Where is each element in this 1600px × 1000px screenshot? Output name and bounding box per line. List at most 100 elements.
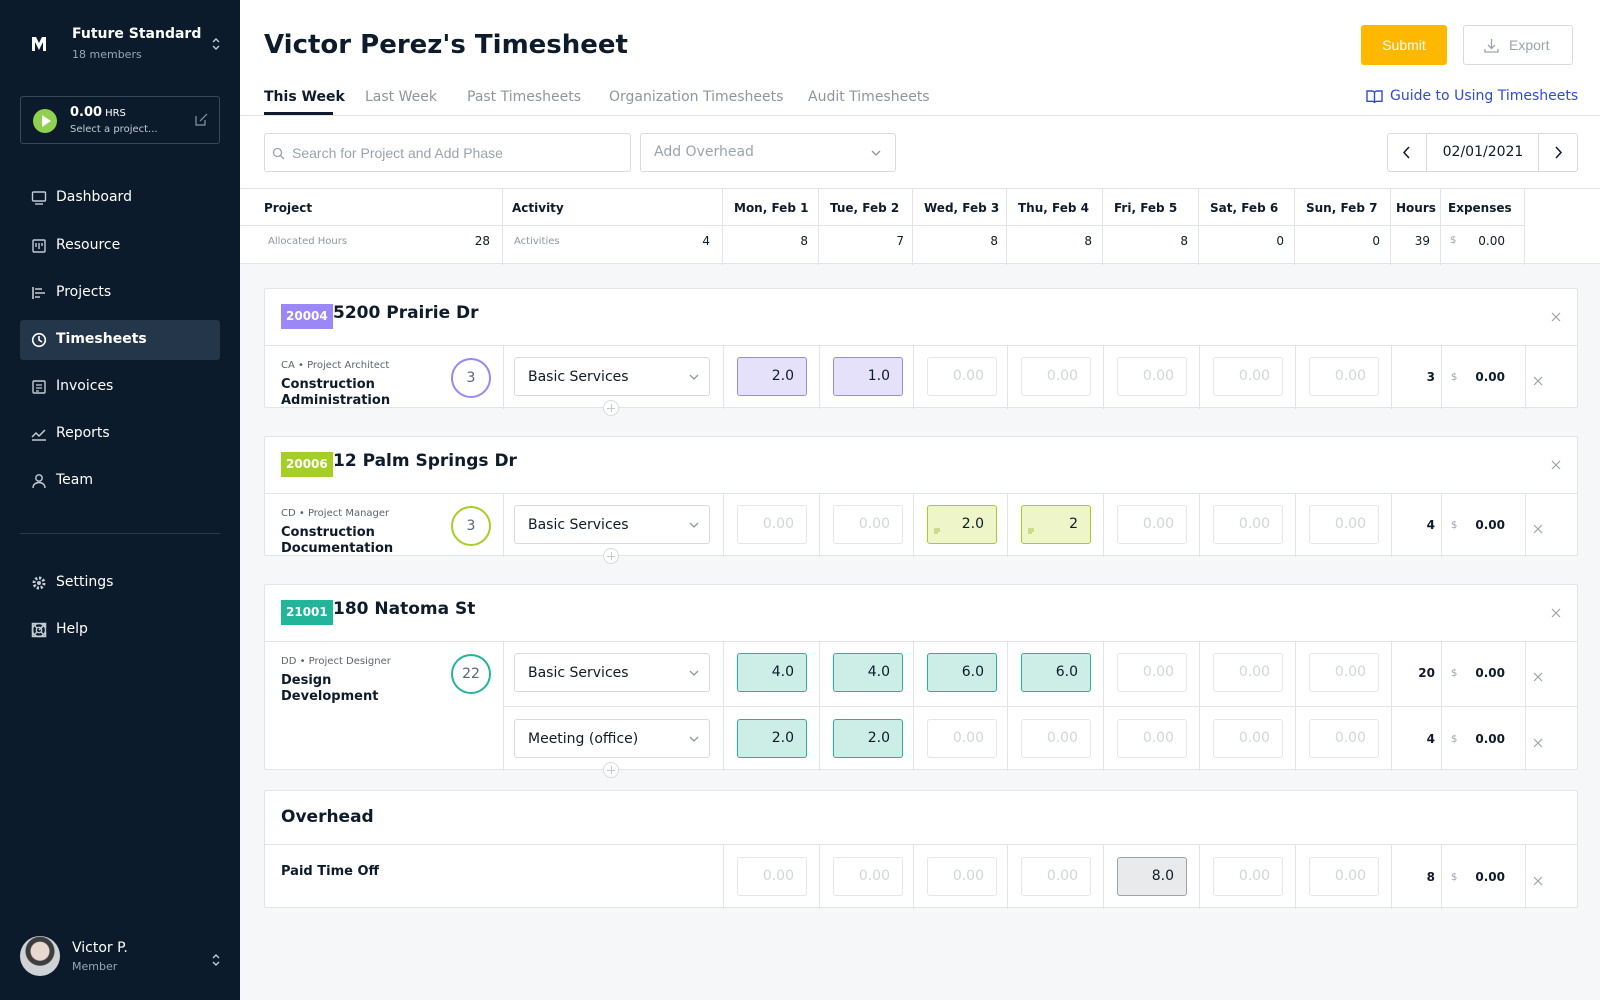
phase-role: DD • Project Designer bbox=[281, 656, 391, 667]
column-divider bbox=[1295, 493, 1296, 557]
hours-input[interactable]: 8.0 bbox=[1117, 857, 1187, 896]
tab-audit-timesheets[interactable]: Audit Timesheets bbox=[808, 89, 930, 105]
chevron-left-icon bbox=[1402, 146, 1410, 159]
hours-input[interactable]: 4.0 bbox=[737, 653, 807, 692]
sidebar-item-reports[interactable]: Reports bbox=[20, 414, 220, 454]
hours-input[interactable]: 4.0 bbox=[833, 653, 903, 692]
hours-input[interactable]: 0.00 bbox=[1021, 357, 1091, 396]
project-search bbox=[264, 133, 631, 172]
remove-row-icon[interactable] bbox=[1533, 672, 1543, 682]
edit-icon[interactable] bbox=[195, 113, 208, 126]
remove-row-icon[interactable] bbox=[1533, 738, 1543, 748]
remove-project-icon[interactable] bbox=[1551, 608, 1561, 618]
hours-input[interactable]: 0.00 bbox=[1021, 719, 1091, 758]
column-divider bbox=[1103, 345, 1104, 409]
search-input[interactable] bbox=[292, 142, 622, 164]
project-name[interactable]: 12 Palm Springs Dr bbox=[333, 451, 517, 471]
hours-input[interactable]: 6.0 bbox=[927, 653, 997, 692]
hours-input[interactable]: 0.00 bbox=[1117, 357, 1187, 396]
column-divider bbox=[1199, 493, 1200, 557]
remove-project-icon[interactable] bbox=[1551, 460, 1561, 470]
hours-input[interactable]: 0.00 bbox=[1309, 505, 1379, 544]
sidebar-item-help[interactable]: Help bbox=[20, 610, 220, 650]
hours-input[interactable]: 0.00 bbox=[1117, 653, 1187, 692]
hours-input[interactable]: 0.00 bbox=[1213, 653, 1283, 692]
hours-input[interactable]: 0.00 bbox=[1213, 719, 1283, 758]
timer-widget[interactable]: 0.00 HRS Select a project... bbox=[20, 96, 220, 144]
column-divider bbox=[1525, 844, 1526, 909]
row-expenses[interactable]: 0.00 bbox=[1475, 370, 1505, 384]
previous-week-button[interactable] bbox=[1388, 134, 1427, 171]
hours-input[interactable]: 0.00 bbox=[833, 505, 903, 544]
week-date[interactable]: 02/01/2021 bbox=[1442, 144, 1524, 160]
timer-project-prompt: Select a project... bbox=[70, 124, 158, 135]
day-total: 8 bbox=[1084, 234, 1092, 248]
user-menu[interactable]: Victor P. Member bbox=[20, 936, 220, 978]
tab-last-week[interactable]: Last Week bbox=[365, 89, 437, 105]
hours-input[interactable]: 0.00 bbox=[1021, 857, 1091, 896]
download-icon bbox=[1484, 39, 1499, 53]
hours-input[interactable]: 2.0 bbox=[833, 719, 903, 758]
hours-input[interactable]: 1.0 bbox=[833, 357, 903, 396]
sidebar-item-resource[interactable]: Resource bbox=[20, 226, 220, 266]
hours-input[interactable]: 0.00 bbox=[927, 857, 997, 896]
hours-input[interactable]: 2 bbox=[1021, 505, 1091, 544]
hours-input[interactable]: 0.00 bbox=[833, 857, 903, 896]
sidebar-item-dashboard[interactable]: Dashboard bbox=[20, 178, 220, 218]
sidebar-item-label: Resource bbox=[56, 237, 121, 253]
row-expenses[interactable]: 0.00 bbox=[1475, 870, 1505, 884]
sidebar-item-timesheets[interactable]: Timesheets bbox=[20, 320, 220, 360]
tab-organization-timesheets[interactable]: Organization Timesheets bbox=[609, 89, 784, 105]
hours-input[interactable]: 0.00 bbox=[737, 857, 807, 896]
hours-input[interactable]: 0.00 bbox=[1117, 719, 1187, 758]
remove-row-icon[interactable] bbox=[1533, 524, 1543, 534]
hours-input[interactable]: 2.0 bbox=[737, 357, 807, 396]
project-name[interactable]: 180 Natoma St bbox=[333, 599, 476, 619]
hours-input[interactable]: 0.00 bbox=[1213, 857, 1283, 896]
add-activity-button[interactable] bbox=[603, 548, 619, 564]
hours-input[interactable]: 0.00 bbox=[1309, 719, 1379, 758]
sidebar-item-invoices[interactable]: Invoices bbox=[20, 367, 220, 407]
sidebar-item-team[interactable]: Team bbox=[20, 461, 220, 501]
hours-input[interactable]: 0.00 bbox=[927, 719, 997, 758]
next-week-button[interactable] bbox=[1538, 134, 1577, 171]
hours-input[interactable]: 0.00 bbox=[1213, 357, 1283, 396]
allocated-hours-circle: 3 bbox=[451, 358, 491, 398]
sidebar-item-settings[interactable]: Settings bbox=[20, 563, 220, 603]
export-button[interactable]: Export bbox=[1463, 25, 1573, 65]
row-expenses[interactable]: 0.00 bbox=[1475, 666, 1505, 680]
submit-button[interactable]: Submit bbox=[1361, 25, 1447, 65]
remove-row-icon[interactable] bbox=[1533, 376, 1543, 386]
activity-select[interactable]: Basic Services bbox=[514, 653, 710, 692]
add-activity-button[interactable] bbox=[603, 400, 619, 416]
play-icon[interactable] bbox=[33, 109, 57, 133]
add-activity-button[interactable] bbox=[603, 762, 619, 778]
hours-input[interactable]: 2.0 bbox=[737, 719, 807, 758]
hours-input[interactable]: 0.00 bbox=[1309, 857, 1379, 896]
row-expenses[interactable]: 0.00 bbox=[1475, 732, 1505, 746]
hours-input[interactable]: 0.00 bbox=[1213, 505, 1283, 544]
hours-input[interactable]: 6.0 bbox=[1021, 653, 1091, 692]
column-divider bbox=[723, 345, 724, 409]
hours-input[interactable]: 0.00 bbox=[1309, 653, 1379, 692]
sidebar-item-label: Timesheets bbox=[56, 331, 147, 347]
org-switcher[interactable]: Future Standard 18 members bbox=[20, 22, 220, 68]
activity-select[interactable]: Meeting (office) bbox=[514, 719, 710, 758]
tab-this-week[interactable]: This Week bbox=[264, 89, 345, 105]
row-expenses[interactable]: 0.00 bbox=[1475, 518, 1505, 532]
hours-input[interactable]: 0.00 bbox=[1117, 505, 1187, 544]
project-name[interactable]: 5200 Prairie Dr bbox=[333, 303, 479, 323]
column-divider bbox=[1007, 493, 1008, 557]
add-overhead-select[interactable]: Add Overhead bbox=[640, 133, 896, 172]
hours-input[interactable]: 0.00 bbox=[737, 505, 807, 544]
hours-input[interactable]: 2.0 bbox=[927, 505, 997, 544]
sidebar-item-projects[interactable]: Projects bbox=[20, 273, 220, 313]
hours-input[interactable]: 0.00 bbox=[1309, 357, 1379, 396]
activity-select[interactable]: Basic Services bbox=[514, 505, 710, 544]
remove-row-icon[interactable] bbox=[1533, 876, 1543, 886]
column-header-activity: Activity bbox=[512, 201, 564, 215]
hours-input[interactable]: 0.00 bbox=[927, 357, 997, 396]
activity-select[interactable]: Basic Services bbox=[514, 357, 710, 396]
remove-project-icon[interactable] bbox=[1551, 312, 1561, 322]
tab-past-timesheets[interactable]: Past Timesheets bbox=[467, 89, 582, 105]
